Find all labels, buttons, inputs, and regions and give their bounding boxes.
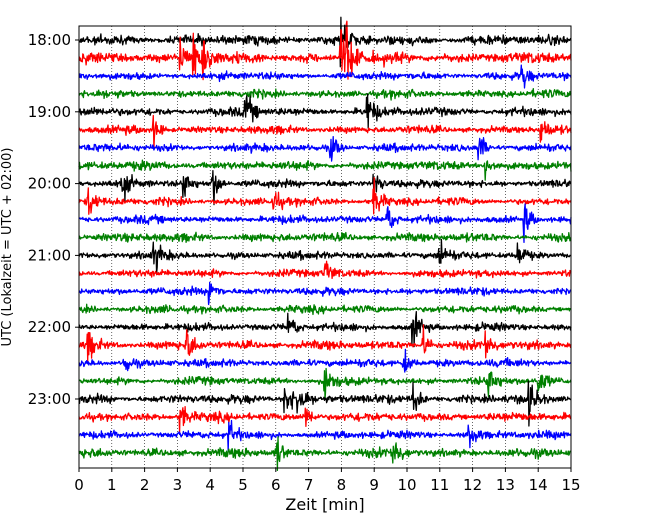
y-axis-label: UTC (Lokalzeit = UTC + 02:00) — [0, 148, 15, 347]
trace-2045 — [78, 231, 572, 243]
x-tick-label: 4 — [205, 476, 215, 494]
trace-1815 — [78, 20, 572, 81]
trace-2145 — [78, 303, 572, 316]
y-tick-label: 20:00 — [28, 175, 71, 193]
x-tick-label: 2 — [140, 476, 150, 494]
x-axis-ticks: 0 1 2 3 4 5 6 7 8 9 10 11 12 13 14 15 — [74, 468, 581, 494]
trace-1930 — [78, 135, 572, 162]
y-tick-label: 23:00 — [28, 390, 71, 408]
trace-1800 — [78, 16, 572, 68]
x-tick-label: 5 — [238, 476, 248, 494]
trace-2115 — [78, 260, 572, 280]
trace-2230 — [78, 348, 572, 373]
trace-1830 — [78, 64, 572, 89]
x-tick-label: 10 — [397, 476, 416, 494]
x-tick-label: 12 — [463, 476, 482, 494]
x-tick-label: 0 — [74, 476, 84, 494]
x-tick-label: 1 — [107, 476, 117, 494]
y-tick-label: 22:00 — [28, 318, 71, 336]
x-tick-label: 14 — [529, 476, 548, 494]
trace-1945 — [78, 159, 572, 181]
y-tick-label: 18:00 — [28, 31, 71, 49]
trace-2030 — [78, 203, 572, 244]
y-axis-ticks: 18:00 19:00 20:00 21:00 22:00 23:00 — [28, 31, 79, 408]
trace-1915 — [78, 114, 572, 150]
trace-2100 — [78, 238, 572, 275]
plot-frame — [78, 25, 572, 469]
x-tick-label: 13 — [496, 476, 515, 494]
x-tick-label: 15 — [561, 476, 580, 494]
x-axis-label: Zeit [min] — [285, 495, 364, 514]
seismic-traces — [78, 16, 572, 472]
x-tick-label: 7 — [304, 476, 314, 494]
y-tick-label: 19:00 — [28, 103, 71, 121]
trace-2245 — [78, 367, 572, 401]
trace-2200 — [78, 310, 572, 348]
trace-2345 — [78, 436, 572, 472]
trace-2000 — [78, 170, 572, 206]
trace-2015 — [78, 177, 572, 215]
trace-2300 — [78, 380, 572, 427]
trace-2330 — [78, 419, 572, 453]
trace-1900 — [78, 93, 572, 129]
x-tick-label: 9 — [369, 476, 379, 494]
x-tick-label: 8 — [337, 476, 347, 494]
trace-1845 — [78, 88, 572, 101]
x-tick-label: 6 — [271, 476, 281, 494]
trace-2315 — [78, 406, 572, 433]
y-tick-label: 21:00 — [28, 246, 71, 264]
trace-2215 — [78, 324, 572, 362]
x-tick-label: 3 — [173, 476, 183, 494]
x-tick-label: 11 — [430, 476, 449, 494]
trace-2130 — [78, 281, 572, 306]
